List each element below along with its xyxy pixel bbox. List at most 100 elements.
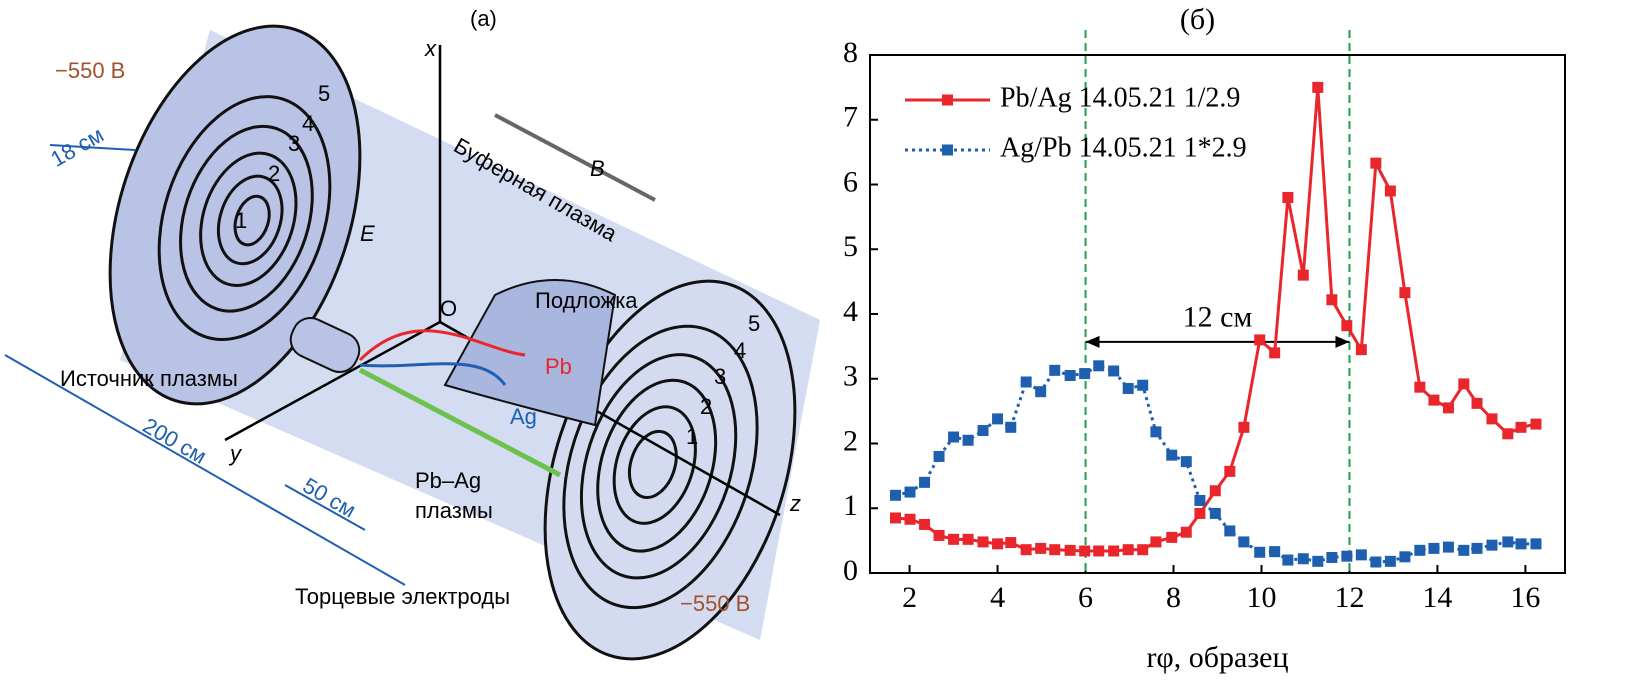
marker <box>977 425 989 437</box>
pbag-label: Pb–Ag <box>415 468 481 493</box>
pb-flow <box>358 329 526 362</box>
marker <box>1282 191 1294 203</box>
marker <box>1180 456 1192 468</box>
x-axis-label: rφ, образец <box>1146 641 1288 674</box>
marker <box>1471 397 1483 409</box>
marker <box>933 450 945 462</box>
marker <box>904 513 916 525</box>
marker <box>1458 544 1470 556</box>
marker <box>1035 542 1047 554</box>
ag-label: Ag <box>510 404 537 429</box>
x-tick-label: 2 <box>902 581 917 614</box>
pbag-beam <box>358 367 562 478</box>
marker <box>1238 421 1250 433</box>
marker <box>1355 549 1367 561</box>
y-tick-label: 0 <box>843 554 858 587</box>
axis-label: z <box>789 491 801 516</box>
substrate-shape <box>443 279 617 427</box>
marker <box>1515 421 1527 433</box>
marker <box>1137 379 1149 391</box>
marker <box>1122 382 1134 394</box>
x-tick-label: 12 <box>1334 581 1364 614</box>
marker <box>1180 526 1192 538</box>
legend-marker <box>942 94 953 106</box>
marker <box>1312 555 1324 567</box>
source-label: Источник плазмы <box>60 366 238 391</box>
marker <box>1194 507 1206 519</box>
panel-title: (a) <box>470 6 497 31</box>
marker <box>1297 269 1309 281</box>
right-electrode <box>543 279 797 661</box>
marker <box>1471 542 1483 554</box>
x-tick-label: 6 <box>1078 581 1093 614</box>
marker <box>1297 553 1309 565</box>
field-label: E <box>360 221 375 246</box>
marker <box>1370 157 1382 169</box>
marker <box>1341 320 1353 332</box>
y-tick-label: 4 <box>843 295 858 328</box>
marker <box>1399 551 1411 563</box>
marker <box>919 518 931 530</box>
marker <box>1035 386 1047 398</box>
legend-label: Ag/Pb 14.05.21 1*2.9 <box>1000 132 1247 163</box>
x-tick-label: 14 <box>1422 581 1452 614</box>
marker <box>992 538 1004 550</box>
marker <box>1224 465 1236 477</box>
marker <box>1486 413 1498 425</box>
marker <box>962 533 974 545</box>
marker <box>1108 545 1120 557</box>
marker <box>1414 544 1426 556</box>
marker <box>1020 376 1032 388</box>
ring-number: 5 <box>748 311 760 336</box>
source-shape <box>289 317 361 373</box>
marker <box>1384 555 1396 567</box>
marker <box>1209 485 1221 497</box>
marker <box>890 489 902 501</box>
marker <box>1108 365 1120 377</box>
x-tick-label: 4 <box>990 581 1005 614</box>
marker <box>1064 544 1076 556</box>
marker <box>1005 421 1017 433</box>
y-tick-label: 5 <box>843 230 858 263</box>
marker <box>1458 378 1470 390</box>
y-tick-label: 7 <box>843 101 858 134</box>
marker <box>1502 428 1514 440</box>
ring-number: 4 <box>734 338 746 363</box>
ring-number: 1 <box>686 424 698 449</box>
marker <box>1414 381 1426 393</box>
marker <box>1341 550 1353 562</box>
legend-label: Pb/Ag 14.05.21 1/2.9 <box>1000 82 1240 113</box>
marker <box>1399 287 1411 299</box>
marker <box>1020 544 1032 556</box>
y-tick-label: 8 <box>843 36 858 69</box>
y-tick-label: 1 <box>843 489 858 522</box>
marker <box>904 486 916 498</box>
marker <box>1166 449 1178 461</box>
marker <box>1326 551 1338 563</box>
marker <box>1269 347 1281 359</box>
diagram: (a) x y z O E B Буферная плазма Подложка… <box>4 6 820 661</box>
marker <box>1486 539 1498 551</box>
dimension-lines <box>4 144 406 586</box>
marker <box>1428 542 1440 554</box>
dimension-label: 200 см <box>139 413 211 469</box>
marker <box>1238 536 1250 548</box>
ring-number: 1 <box>235 208 247 233</box>
marker <box>1137 544 1149 556</box>
axis-label: y <box>228 441 243 466</box>
marker <box>1150 536 1162 548</box>
marker <box>1224 525 1236 537</box>
marker <box>1442 541 1454 553</box>
marker <box>1064 370 1076 382</box>
marker <box>1282 554 1294 566</box>
series-line <box>895 364 1536 564</box>
marker <box>1093 545 1105 557</box>
marker <box>890 512 902 524</box>
annotation-text: 12 см <box>1183 301 1253 334</box>
marker <box>1384 185 1396 197</box>
chart-title: (б) <box>1180 3 1215 36</box>
marker <box>1502 536 1514 548</box>
x-tick-label: 8 <box>1166 581 1181 614</box>
marker <box>1049 544 1061 556</box>
